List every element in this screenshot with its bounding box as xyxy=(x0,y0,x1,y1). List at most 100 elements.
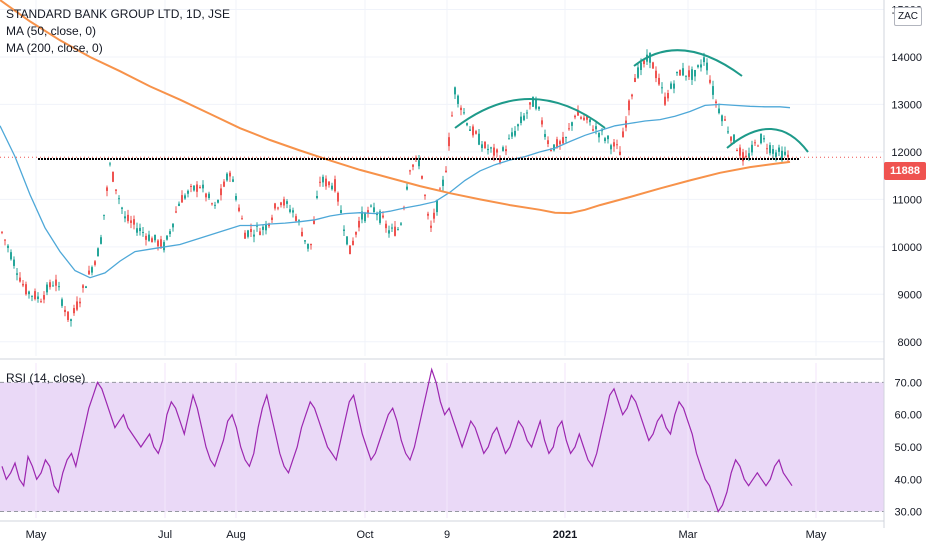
candle-body xyxy=(145,235,147,240)
candle-body xyxy=(7,245,9,248)
candle-body xyxy=(640,62,642,70)
candle-body xyxy=(451,115,453,117)
candle-body xyxy=(760,133,762,144)
candle-body xyxy=(58,286,60,288)
candle-body xyxy=(88,270,90,275)
candle-body xyxy=(184,195,186,199)
candle-body xyxy=(565,136,567,138)
candle-body xyxy=(604,138,606,141)
candle-body xyxy=(541,120,543,125)
candle-body xyxy=(754,142,756,144)
candle-body xyxy=(526,112,528,114)
candle-body xyxy=(610,145,612,150)
candle-body xyxy=(301,231,303,237)
candle-body xyxy=(268,223,270,227)
rsi-legend[interactable]: RSI (14, close) xyxy=(6,371,86,385)
candle-body xyxy=(682,68,684,76)
candle-body xyxy=(439,188,441,190)
ma200-legend[interactable]: MA (200, close, 0) xyxy=(6,41,103,55)
candle-body xyxy=(73,308,75,314)
candle-body xyxy=(757,145,759,147)
candle-body xyxy=(547,140,549,145)
y-axis-ticks: 8000900010000110001200013000140001500030… xyxy=(891,4,922,518)
candle-body xyxy=(685,75,687,77)
candle-body xyxy=(265,224,267,231)
candle-body xyxy=(571,122,573,126)
candle-body xyxy=(115,189,117,191)
candle-body xyxy=(664,96,666,105)
candle-body xyxy=(736,150,738,152)
candle-body xyxy=(148,234,150,241)
time-tick-label: 9 xyxy=(444,529,450,541)
candle-body xyxy=(391,227,393,229)
candle-body xyxy=(283,199,285,206)
candlestick-series xyxy=(1,49,789,327)
candle-body xyxy=(292,210,294,213)
candle-body xyxy=(49,282,51,288)
candle-body xyxy=(385,223,387,229)
candle-body xyxy=(382,215,384,218)
rsi-line xyxy=(1,367,793,513)
candle-body xyxy=(61,299,63,306)
candle-body xyxy=(769,145,771,154)
candle-body xyxy=(130,220,132,223)
candle-body xyxy=(223,181,225,187)
candle-body xyxy=(22,283,24,286)
candle-body xyxy=(409,170,411,172)
candle-body xyxy=(331,185,333,190)
candle-body xyxy=(781,150,783,161)
candle-body xyxy=(76,301,78,310)
candle-body xyxy=(421,175,423,179)
candle-body xyxy=(244,232,246,239)
candle-body xyxy=(700,64,702,68)
ma50-legend[interactable]: MA (50, close, 0) xyxy=(6,24,97,38)
candle-body xyxy=(94,261,96,265)
candle-body xyxy=(4,239,6,241)
candle-body xyxy=(562,137,564,144)
candle-body xyxy=(460,107,462,111)
candle-body xyxy=(25,284,27,295)
candle-body xyxy=(355,231,357,235)
candle-body xyxy=(82,285,84,288)
candle-body xyxy=(589,119,591,123)
candle-body xyxy=(763,138,765,140)
candle-body xyxy=(400,223,402,225)
candle-body xyxy=(349,245,351,255)
candle-body xyxy=(214,204,216,206)
candle-body xyxy=(1,231,3,233)
candle-body xyxy=(442,179,444,186)
moving-averages xyxy=(0,0,791,279)
candle-body xyxy=(247,230,249,237)
candle-body xyxy=(358,220,360,228)
candle-body xyxy=(370,205,372,207)
candle-body xyxy=(706,62,708,71)
candle-body xyxy=(16,273,18,275)
candle-body xyxy=(319,181,321,183)
candle-body xyxy=(787,154,789,158)
candle-body xyxy=(34,291,36,300)
candle-body xyxy=(238,207,240,212)
candle-body xyxy=(586,116,588,120)
candle-body xyxy=(394,226,396,236)
price-tick-label: 10000 xyxy=(891,242,922,254)
candle-body xyxy=(655,70,657,79)
candle-body xyxy=(229,172,231,177)
ma200-line xyxy=(0,0,791,215)
candle-body xyxy=(469,129,471,131)
candle-body xyxy=(277,207,279,209)
candle-body xyxy=(226,173,228,181)
candle-body xyxy=(325,178,327,187)
candle-body xyxy=(550,149,552,151)
candle-body xyxy=(631,94,633,97)
candle-body xyxy=(79,301,81,304)
last-price-tag: 11888 xyxy=(884,162,926,180)
currency-badge[interactable]: ZAC xyxy=(894,7,922,26)
candle-body xyxy=(289,209,291,212)
candle-body xyxy=(535,99,537,109)
candle-body xyxy=(670,83,672,89)
rsi-grid xyxy=(0,363,884,518)
rsi-tick-label: 30.00 xyxy=(894,507,922,519)
candle-body xyxy=(37,296,39,299)
candle-body xyxy=(739,147,741,156)
candle-body xyxy=(718,108,720,114)
